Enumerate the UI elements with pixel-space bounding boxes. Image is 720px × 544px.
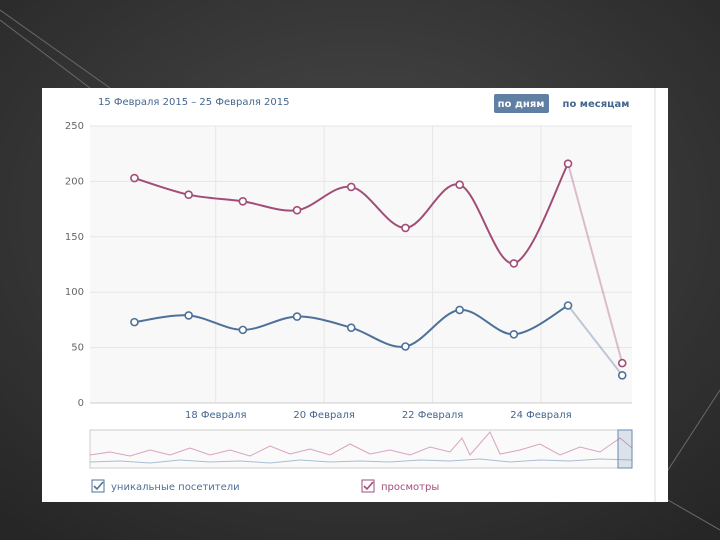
x-tick-label: 22 Февраля <box>402 410 463 421</box>
point[interactable] <box>238 197 248 206</box>
legend-label[interactable]: уникальные посетители <box>111 482 240 493</box>
y-tick-label: 150 <box>65 232 84 243</box>
decor-lines <box>0 9 720 531</box>
point[interactable] <box>617 370 627 380</box>
plot-area <box>90 126 632 403</box>
legend-checkbox[interactable] <box>361 479 375 493</box>
point[interactable] <box>346 323 356 332</box>
point[interactable] <box>292 205 302 215</box>
legend-label[interactable]: просмотры <box>381 482 439 493</box>
navigator-line <box>89 431 633 457</box>
point[interactable] <box>509 259 519 268</box>
x-tick-label: 18 Февраля <box>185 410 246 421</box>
legend-checkbox[interactable] <box>91 479 105 493</box>
point[interactable] <box>401 223 410 233</box>
y-tick-label: 250 <box>65 121 84 132</box>
point[interactable] <box>509 330 519 339</box>
point[interactable] <box>617 358 627 368</box>
point[interactable] <box>346 182 356 192</box>
point[interactable] <box>563 159 573 168</box>
point[interactable] <box>563 301 573 310</box>
point[interactable] <box>401 342 410 351</box>
point[interactable] <box>238 325 248 335</box>
button-bg[interactable] <box>494 94 549 113</box>
button[interactable]: по месяцам <box>563 99 630 110</box>
series-line <box>567 163 624 364</box>
series-line <box>567 304 624 376</box>
y-tick-label: 200 <box>65 176 84 187</box>
navigator-window[interactable] <box>617 429 633 469</box>
legend-check <box>363 481 374 491</box>
x-tick-label: 24 Февраля <box>510 410 571 421</box>
point[interactable] <box>130 317 139 327</box>
y-tick-label: 50 <box>71 343 84 354</box>
button[interactable]: по дням <box>498 99 545 110</box>
point[interactable] <box>455 305 464 315</box>
chart-title: 15 Февраля 2015 – 25 Февраля 2015 <box>98 97 290 108</box>
point[interactable] <box>455 180 464 190</box>
y-tick-label: 100 <box>65 287 84 298</box>
navigator-line <box>89 458 633 464</box>
point[interactable] <box>184 311 193 320</box>
legend-check <box>93 481 104 491</box>
point[interactable] <box>130 173 139 183</box>
point[interactable] <box>184 190 193 199</box>
x-tick-label: 20 Февраля <box>293 410 354 421</box>
point[interactable] <box>292 312 302 321</box>
y-tick-label: 0 <box>78 398 84 409</box>
